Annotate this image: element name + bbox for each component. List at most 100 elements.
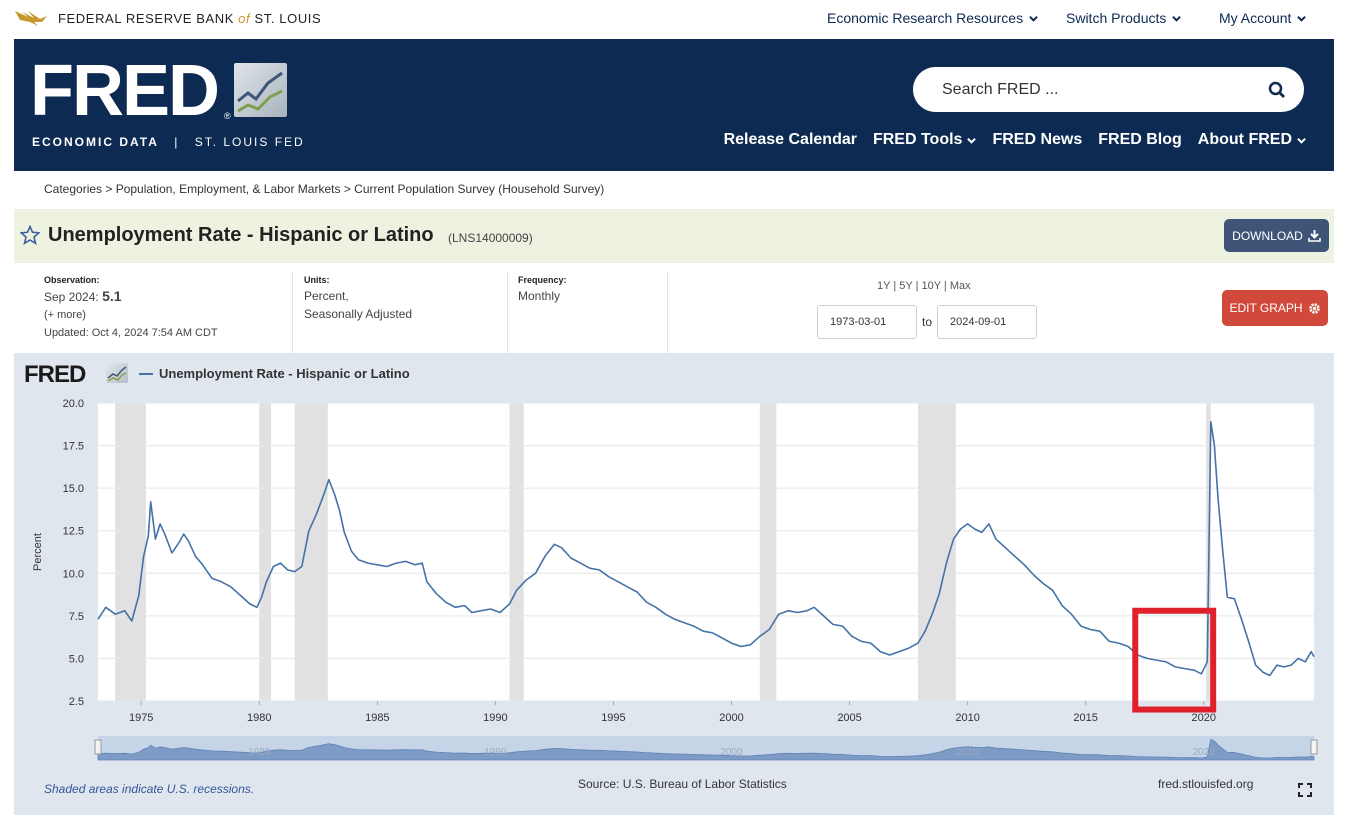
eagle-logo-icon <box>15 11 47 26</box>
navigator-label: 1990 <box>484 747 507 758</box>
x-tick-label: 1975 <box>129 712 153 724</box>
y-tick-label: 10.0 <box>63 568 84 580</box>
series-title: Unemployment Rate - Hispanic or Latino <box>48 224 434 246</box>
to-label: to <box>922 315 933 329</box>
y-axis-label: Percent <box>32 533 44 571</box>
units-label: Units: <box>304 275 330 285</box>
divider <box>507 271 508 353</box>
divider <box>292 271 293 353</box>
navigator-handle[interactable] <box>1310 739 1318 755</box>
nav-fred-tools[interactable]: FRED Tools <box>873 131 977 149</box>
frequency-label: Frequency: <box>518 275 567 285</box>
frb-brand[interactable]: FEDERAL RESERVE BANK of ST. LOUIS <box>14 8 321 28</box>
nav-economic-research-resources[interactable]: Economic Research Resources <box>827 10 1038 26</box>
graph-panel: 2.5 5.0 7.5 10.0 12.5 15.0 17.5 20.0 1975 1980 198… <box>14 353 1334 815</box>
navigator-label: 2020 <box>1193 747 1216 758</box>
main-nav: Release Calendar FRED Tools FRED News FR… <box>724 131 1306 149</box>
fullscreen-icon[interactable] <box>1298 783 1312 797</box>
units-adjustment: Seasonally Adjusted <box>304 307 413 321</box>
chart-legend: Unemployment Rate - Hispanic or Latino <box>139 366 410 381</box>
site-url[interactable]: fred.stlouisfed.org <box>1158 777 1254 791</box>
x-tick-label: 1990 <box>483 712 507 724</box>
recession-band <box>509 403 524 701</box>
y-tick-label: 5.0 <box>69 653 84 665</box>
navigator-label: 2010 <box>956 747 979 758</box>
nav-my-account[interactable]: My Account <box>1219 10 1307 26</box>
y-tick-label: 2.5 <box>69 696 84 708</box>
start-date-input[interactable]: 1973-03-01 <box>817 305 917 339</box>
series-id: (LNS14000009) <box>448 231 533 245</box>
registered-mark: ® <box>224 111 231 121</box>
navigator-label: 1980 <box>248 747 271 758</box>
fred-logo[interactable]: FRED <box>30 51 220 131</box>
more-observations-link[interactable]: (+ more) <box>44 309 86 321</box>
recession-band <box>759 403 777 701</box>
chevron-down-icon <box>967 137 977 144</box>
frb-name: FEDERAL RESERVE BANK of ST. LOUIS <box>58 10 322 26</box>
search-box[interactable] <box>913 67 1304 112</box>
chevron-down-icon <box>1297 137 1306 144</box>
x-tick-label: 2020 <box>1191 712 1215 724</box>
nav-fred-blog[interactable]: FRED Blog <box>1098 131 1182 148</box>
x-tick-label: 2010 <box>955 712 979 724</box>
download-icon <box>1308 230 1321 242</box>
fred-chart-logo-icon <box>234 63 287 117</box>
end-date-input[interactable]: 2024-09-01 <box>937 305 1037 339</box>
line-chart[interactable]: 2.5 5.0 7.5 10.0 12.5 15.0 17.5 20.0 1975 1980 198… <box>14 353 1334 773</box>
range-max[interactable]: Max <box>949 280 971 292</box>
recession-band <box>259 403 272 701</box>
y-tick-label: 17.5 <box>63 441 84 453</box>
legend-label: Unemployment Rate - Hispanic or Latino <box>159 366 410 381</box>
nav-fred-news[interactable]: FRED News <box>992 131 1083 148</box>
navigator-series <box>97 738 1315 761</box>
frequency-value: Monthly <box>518 289 561 303</box>
edit-graph-button[interactable]: EDIT GRAPH <box>1222 290 1328 326</box>
series-line <box>97 420 1315 677</box>
highlight-annotation <box>1132 607 1217 713</box>
series-title-bar: Unemployment Rate - Hispanic or Latino (… <box>14 209 1334 263</box>
range-10y[interactable]: 10Y <box>921 280 941 292</box>
recession-band <box>294 403 328 701</box>
series-metadata: Observation: Sep 2024: 5.1 (+ more) Upda… <box>14 263 1334 353</box>
star-icon[interactable] <box>20 225 40 245</box>
site-header: FRED ® ECONOMIC DATA | ST. LOUIS FED Rel… <box>14 39 1334 171</box>
updated-timestamp: Updated: Oct 4, 2024 7:54 AM CDT <box>44 327 218 339</box>
fred-chart-logo-icon <box>106 363 128 383</box>
download-button[interactable]: DOWNLOAD <box>1224 219 1329 252</box>
y-tick-label: 20.0 <box>63 398 84 410</box>
graph-fred-logo: FRED <box>24 361 86 388</box>
x-tick-label: 2005 <box>837 712 861 724</box>
observation-label: Observation: <box>44 275 100 285</box>
y-tick-label: 15.0 <box>63 483 84 495</box>
recession-band <box>115 403 146 701</box>
navigator-label: 2000 <box>720 747 743 758</box>
units-value: Percent, <box>304 289 349 303</box>
nav-about-fred[interactable]: About FRED <box>1198 131 1306 149</box>
x-tick-label: 1985 <box>365 712 389 724</box>
chevron-down-icon <box>1297 15 1307 22</box>
breadcrumb[interactable]: Categories > Population, Employment, & L… <box>44 182 605 196</box>
top-bar: FEDERAL RESERVE BANK of ST. LOUIS Econom… <box>0 0 1345 38</box>
y-tick-label: 7.5 <box>69 611 84 623</box>
nav-switch-products[interactable]: Switch Products <box>1066 10 1182 26</box>
x-tick-label: 2015 <box>1073 712 1097 724</box>
units-block: Units: Percent, Seasonally Adjusted <box>304 273 412 353</box>
recession-note: Shaded areas indicate U.S. recessions. <box>44 782 255 796</box>
x-tick-label: 2000 <box>719 712 743 724</box>
logo-subtitle: ECONOMIC DATA | ST. LOUIS FED <box>32 135 305 149</box>
x-tick-label: 1995 <box>601 712 625 724</box>
x-tick-label: 1980 <box>247 712 271 724</box>
source-text: Source: U.S. Bureau of Labor Statistics <box>578 777 787 791</box>
observation-value: Sep 2024: 5.1 <box>44 288 122 304</box>
y-tick-label: 12.5 <box>63 526 84 538</box>
chevron-down-icon <box>1172 15 1182 22</box>
observation-block: Observation: Sep 2024: 5.1 (+ more) Upda… <box>44 273 218 353</box>
search-icon[interactable] <box>1268 81 1286 99</box>
nav-release-calendar[interactable]: Release Calendar <box>723 131 857 148</box>
range-1y[interactable]: 1Y <box>877 280 891 292</box>
range-5y[interactable]: 5Y <box>899 280 913 292</box>
search-input[interactable] <box>942 80 1262 99</box>
navigator-handle[interactable] <box>94 739 102 755</box>
plot-area <box>98 403 1314 701</box>
